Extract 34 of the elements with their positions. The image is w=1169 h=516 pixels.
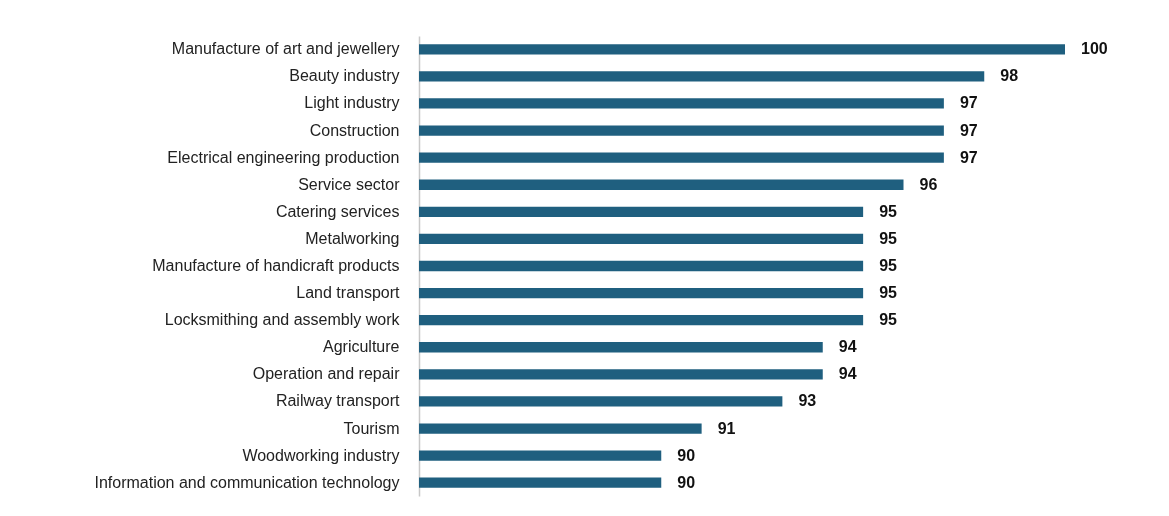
data-label: 93 <box>798 392 817 410</box>
data-label: 97 <box>959 121 978 139</box>
data-label: 96 <box>919 175 938 193</box>
data-label: 97 <box>959 148 978 166</box>
y-tick-label: Electrical engineering production <box>167 148 400 166</box>
y-tick-label: Land transport <box>296 284 401 302</box>
y-tick-label: Beauty industry <box>289 67 400 85</box>
y-tick-label: Manufacture of art and jewellery <box>171 40 400 58</box>
data-label: 95 <box>879 257 898 274</box>
data-label: 95 <box>879 311 898 329</box>
data-label: 91 <box>717 419 736 437</box>
y-tick-label: Tourism <box>343 419 400 437</box>
y-tick-label: Woodworking industry <box>242 446 400 464</box>
data-label: 97 <box>959 94 978 112</box>
y-tick-label: Service sector <box>298 175 401 193</box>
y-tick-label: Operation and repair <box>252 365 401 383</box>
y-tick-label: Railway transport <box>275 392 401 410</box>
y-tick-label: Construction <box>309 121 400 139</box>
y-tick-label: Information and communication technology <box>94 473 400 491</box>
y-tick-label: Catering services <box>275 202 400 220</box>
y-tick-label: Manufacture of handicraft products <box>152 257 400 274</box>
data-label: 94 <box>838 365 857 383</box>
data-label: 98 <box>1000 67 1019 85</box>
data-label: 95 <box>879 229 898 247</box>
data-label: 94 <box>838 338 857 356</box>
data-label: 95 <box>879 284 898 302</box>
y-tick-label: Agriculture <box>323 338 400 356</box>
data-label: 90 <box>677 446 696 464</box>
data-label: 100 <box>1081 40 1108 58</box>
data-label: 95 <box>879 202 898 220</box>
y-tick-label: Metalworking <box>305 229 400 247</box>
y-tick-label: Light industry <box>304 94 400 112</box>
y-tick-label: Locksmithing and assembly work <box>164 311 401 329</box>
data-label: 90 <box>677 473 696 491</box>
